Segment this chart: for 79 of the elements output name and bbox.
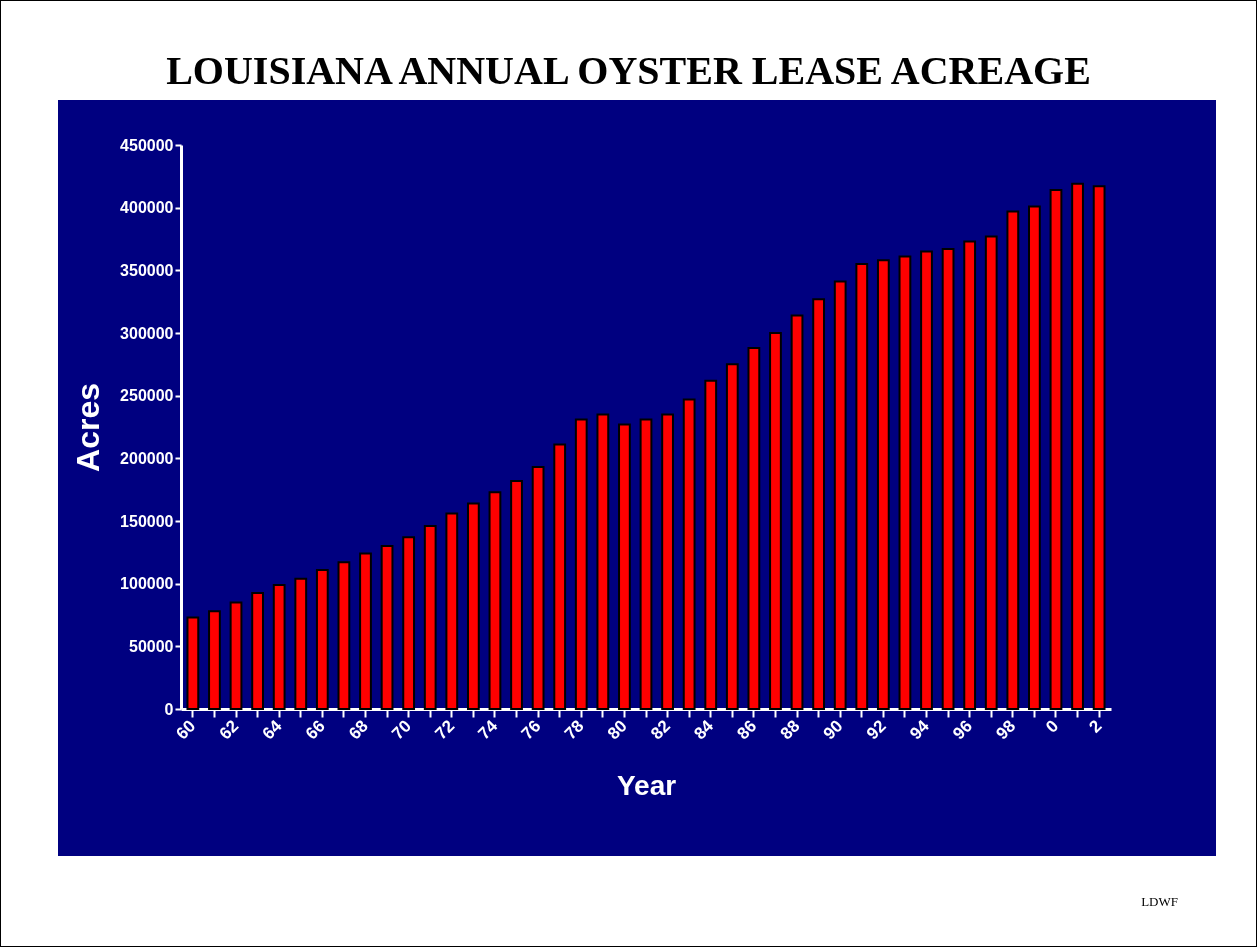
bar: [510, 479, 523, 710]
y-tick-label: 0: [164, 700, 174, 718]
bar: [941, 248, 955, 710]
bar: [272, 583, 286, 710]
bar: [898, 255, 912, 710]
bar: [423, 525, 437, 710]
x-tick-label: 98: [992, 716, 1020, 744]
bar: [704, 379, 718, 710]
x-tick-label: 74: [474, 716, 502, 744]
bar: [315, 568, 329, 710]
bar: [639, 418, 653, 710]
x-tick-label: 2: [1085, 716, 1106, 737]
text: LDWF: [1141, 894, 1178, 910]
x-tick-label: 86: [733, 716, 761, 744]
bar: [682, 398, 696, 710]
bar: [208, 610, 221, 710]
x-tick-label: 94: [906, 716, 934, 744]
bar: [488, 491, 502, 710]
bar: [920, 250, 933, 710]
y-tick-label: 100000: [120, 575, 174, 593]
bar: [855, 263, 869, 710]
y-tick-label: 400000: [120, 199, 174, 217]
bar: [1092, 185, 1106, 710]
bar: [1071, 182, 1084, 710]
bar: [445, 512, 459, 710]
bar: [186, 616, 200, 710]
x-tick-label: 88: [776, 716, 804, 744]
x-tick-label: 66: [301, 716, 329, 744]
bar: [1006, 210, 1020, 710]
x-axis-title: Year: [616, 769, 677, 801]
bar: [790, 314, 804, 710]
x-tick-label: 76: [517, 716, 545, 744]
bar: [833, 280, 847, 710]
x-tick-label: 92: [862, 716, 890, 744]
bar: [618, 423, 631, 710]
bar: [725, 363, 739, 710]
x-tick-label: 68: [345, 716, 372, 744]
x-tick-label: 70: [388, 716, 416, 744]
chart-title: LOUISIANA ANNUAL OYSTER LEASE ACREAGE: [165, 47, 1092, 94]
bar: [747, 347, 761, 710]
x-tick-label: 82: [647, 716, 674, 744]
bar: [229, 601, 243, 710]
y-tick-label: 450000: [120, 136, 174, 154]
bar: [984, 235, 998, 710]
y-tick-label: 200000: [120, 449, 174, 467]
x-tick-label: 78: [560, 716, 588, 744]
y-tick-label: 150000: [120, 512, 174, 530]
bar: [359, 552, 372, 710]
bar: [812, 298, 826, 710]
y-tick-label: 350000: [120, 261, 174, 279]
bar: [1049, 189, 1063, 710]
y-tick-label: 300000: [120, 324, 174, 342]
x-tick-label: 62: [215, 716, 243, 744]
bar: [574, 418, 588, 710]
x-tick-label: 72: [431, 716, 459, 744]
bar: [963, 240, 977, 710]
x-tick-label: 80: [603, 716, 631, 744]
bar: [661, 413, 674, 710]
x-tick-label: 90: [819, 716, 847, 744]
bar: [294, 577, 308, 710]
bar: [531, 466, 545, 710]
bar: [876, 259, 890, 710]
y-tick-label: 250000: [120, 387, 174, 405]
x-tick-label: 0: [1042, 716, 1063, 737]
x-tick-label: 96: [949, 716, 977, 744]
bar: [596, 413, 610, 710]
x-tick-label: 64: [258, 716, 286, 744]
y-tick-label: 50000: [129, 637, 174, 655]
bar: [553, 443, 567, 710]
bar: [402, 536, 416, 710]
bar: [769, 332, 782, 710]
bar: [380, 545, 394, 710]
x-tick-label: 84: [690, 716, 718, 744]
bar: [337, 561, 351, 710]
x-tick-label: 60: [172, 716, 200, 744]
bar: [466, 502, 480, 710]
bar: [1028, 205, 1041, 710]
bar: [251, 592, 264, 710]
y-axis-title: Acres: [70, 383, 107, 472]
